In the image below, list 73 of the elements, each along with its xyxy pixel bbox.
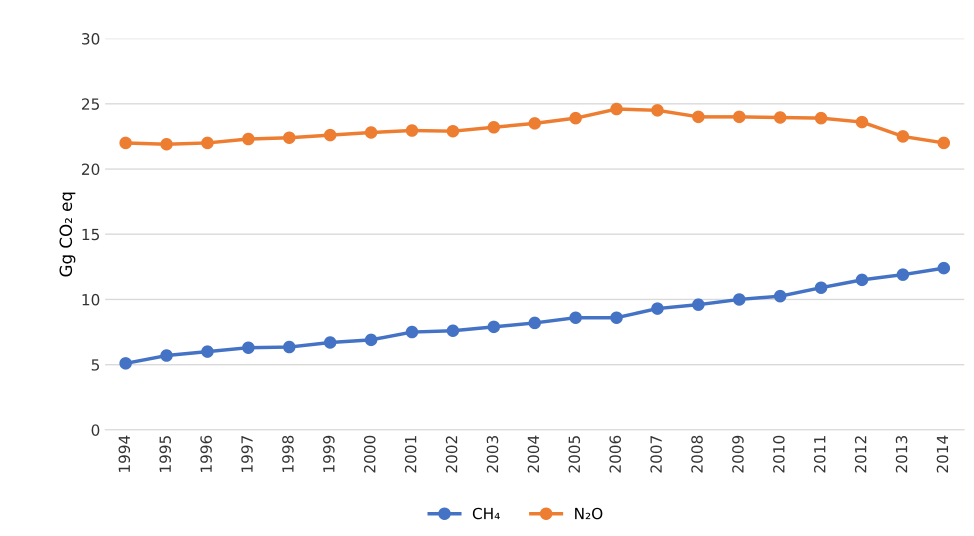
point xyxy=(814,281,828,294)
y-tick-label: 25 xyxy=(82,98,99,110)
y-tick-label: 15 xyxy=(82,228,99,240)
x-tick-label: 2007 xyxy=(650,436,662,472)
y-tick-label: 30 xyxy=(82,33,100,45)
point xyxy=(856,274,868,286)
point xyxy=(733,293,746,306)
point xyxy=(446,324,460,337)
point xyxy=(364,334,378,346)
x-tick-label: 2013 xyxy=(896,436,908,472)
point xyxy=(569,311,582,324)
point xyxy=(610,102,623,116)
point xyxy=(896,130,910,143)
point xyxy=(610,311,623,324)
x-tick-label: 2003 xyxy=(486,436,498,472)
point xyxy=(488,121,500,134)
point xyxy=(651,104,664,117)
point xyxy=(651,302,664,315)
point xyxy=(528,316,541,330)
x-tick-label: 2004 xyxy=(528,436,540,472)
x-tick-label: 2011 xyxy=(814,436,826,472)
point xyxy=(938,262,950,274)
y-tick-label: 5 xyxy=(92,359,99,371)
point xyxy=(856,116,868,128)
point xyxy=(201,345,214,358)
point xyxy=(160,349,173,362)
point xyxy=(814,112,828,124)
point xyxy=(569,112,582,124)
point xyxy=(119,136,132,150)
point xyxy=(324,336,336,349)
x-tick-label: 1997 xyxy=(241,436,253,472)
x-tick-label: 2009 xyxy=(732,436,744,472)
point xyxy=(938,136,950,150)
point xyxy=(242,341,255,354)
x-tick-label: 2002 xyxy=(446,436,458,472)
point xyxy=(201,136,214,150)
point xyxy=(406,326,418,338)
point xyxy=(692,298,705,311)
point xyxy=(733,110,746,124)
legend-label: N₂O xyxy=(575,508,602,520)
point xyxy=(160,138,173,150)
point xyxy=(446,124,460,138)
x-tick-label: 2006 xyxy=(609,436,621,472)
x-tick-label: 2001 xyxy=(404,436,416,472)
x-tick-label: 2000 xyxy=(364,436,376,472)
point xyxy=(774,290,786,302)
y-tick-label: 20 xyxy=(82,163,100,176)
x-tick-label: 2008 xyxy=(691,436,703,472)
point xyxy=(324,128,336,142)
x-tick-label: 1998 xyxy=(282,436,294,472)
x-tick-label: 2012 xyxy=(854,436,866,472)
point xyxy=(119,357,132,370)
y-tick-label: 0 xyxy=(92,424,100,436)
point xyxy=(774,111,786,124)
point xyxy=(528,117,541,130)
x-tick-label: 1994 xyxy=(118,436,130,472)
x-tick-label: 1996 xyxy=(200,436,212,472)
x-tick-label: 2010 xyxy=(773,436,785,472)
point xyxy=(488,320,500,334)
point xyxy=(692,110,705,124)
y-axis-title: Gg CO₂ eq xyxy=(60,192,76,276)
x-tick-label: 2005 xyxy=(568,436,580,472)
point xyxy=(242,132,255,146)
point xyxy=(896,268,910,281)
x-tick-label: 2014 xyxy=(936,436,948,472)
point xyxy=(364,126,378,139)
y-tick-label: 10 xyxy=(82,294,100,306)
legend-label: CH₄ xyxy=(472,508,500,520)
point xyxy=(406,124,418,137)
x-tick-label: 1995 xyxy=(159,436,171,472)
point xyxy=(283,131,296,144)
x-tick-label: 1999 xyxy=(323,436,335,472)
point xyxy=(283,340,296,354)
